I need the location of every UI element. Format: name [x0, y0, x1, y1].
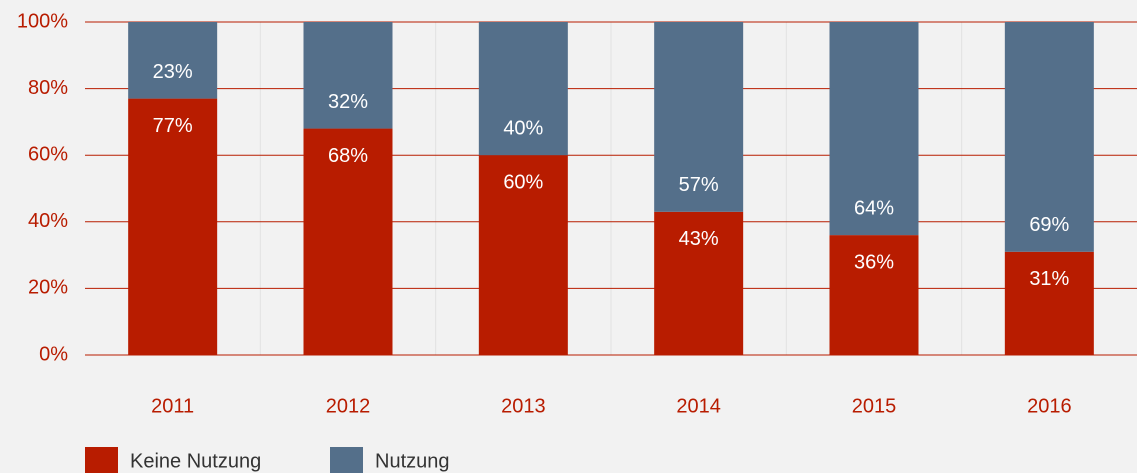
bar-segment: [128, 98, 218, 355]
y-tick-label: 100%: [17, 10, 68, 32]
y-tick-label: 0%: [39, 343, 68, 365]
value-label: 31%: [1029, 268, 1069, 290]
legend-label: Nutzung: [375, 450, 450, 472]
x-tick-label: 2012: [326, 395, 371, 417]
bar-segment: [1004, 251, 1094, 355]
y-tick-label: 80%: [28, 77, 68, 99]
x-tick-label: 2011: [151, 395, 194, 417]
value-label: 68%: [328, 145, 368, 167]
value-label: 69%: [1029, 214, 1069, 236]
value-label: 36%: [854, 251, 894, 273]
x-tick-label: 2014: [676, 395, 721, 417]
value-label: 23%: [153, 61, 193, 83]
bar-segment: [478, 22, 568, 156]
value-label: 57%: [679, 174, 719, 196]
y-tick-label: 20%: [28, 277, 68, 299]
bar-segment: [654, 22, 744, 212]
bar-segment: [303, 128, 393, 355]
value-label: 60%: [503, 171, 543, 193]
y-tick-label: 60%: [28, 143, 68, 165]
bar-segment: [654, 211, 744, 355]
x-tick-label: 2016: [1027, 395, 1072, 417]
x-tick-label: 2015: [852, 395, 897, 417]
value-label: 40%: [503, 117, 543, 139]
bar-segment: [478, 155, 568, 355]
legend-label: Keine Nutzung: [130, 450, 261, 472]
value-label: 77%: [153, 115, 193, 137]
legend-swatch: [85, 447, 118, 473]
value-label: 32%: [328, 91, 368, 113]
value-label: 43%: [679, 228, 719, 250]
bar-segment: [1004, 22, 1094, 252]
y-tick-label: 40%: [28, 210, 68, 232]
bar-segment: [829, 22, 919, 236]
x-tick-label: 2013: [501, 395, 546, 417]
bar-segment: [303, 22, 393, 129]
bar-segment: [829, 235, 919, 355]
bar-segment: [128, 22, 218, 99]
legend-swatch: [330, 447, 363, 473]
value-label: 64%: [854, 197, 894, 219]
